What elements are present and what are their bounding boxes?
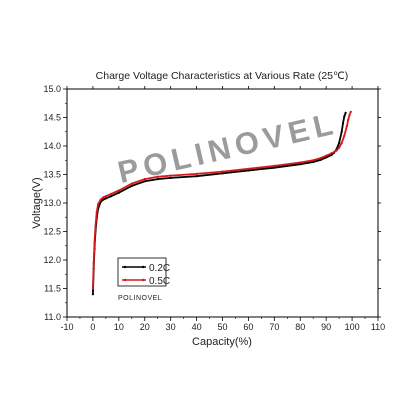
series-point bbox=[347, 118, 350, 121]
y-tick-label: 12.5 bbox=[43, 227, 61, 237]
series-point bbox=[312, 160, 315, 164]
series-point bbox=[91, 293, 94, 296]
series-point bbox=[143, 178, 146, 181]
series-point bbox=[273, 166, 276, 169]
series-point bbox=[348, 114, 351, 117]
legend: 0.2C 0.5C bbox=[117, 257, 170, 287]
y-tick-label: 13.0 bbox=[43, 198, 61, 208]
series-point bbox=[169, 174, 172, 177]
y-tick-label: 11.5 bbox=[44, 284, 61, 294]
series-point bbox=[195, 172, 198, 175]
series-point bbox=[130, 182, 133, 185]
series-point bbox=[97, 203, 100, 206]
series-point bbox=[338, 142, 341, 145]
x-tick-label: 90 bbox=[321, 322, 331, 332]
y-tick-label: 15.0 bbox=[43, 84, 61, 94]
x-tick-label: 60 bbox=[243, 322, 253, 332]
series-point bbox=[343, 134, 346, 137]
series-point bbox=[340, 130, 343, 133]
y-axis-label: Voltage(V) bbox=[31, 177, 43, 228]
series-point bbox=[319, 156, 323, 160]
series-point bbox=[340, 142, 343, 145]
legend-label: 0.2C bbox=[149, 263, 170, 274]
series-point bbox=[221, 172, 224, 175]
series-point bbox=[104, 197, 107, 200]
series-point bbox=[92, 261, 95, 264]
series-point bbox=[319, 158, 323, 161]
series-point bbox=[102, 196, 105, 199]
y-tick-label: 14.0 bbox=[43, 141, 61, 151]
series-point bbox=[330, 152, 333, 155]
legend-marker bbox=[141, 265, 145, 269]
series-point bbox=[195, 175, 198, 178]
legend-box bbox=[117, 257, 167, 287]
series-point bbox=[343, 115, 346, 118]
series-point bbox=[94, 224, 97, 227]
series-point bbox=[299, 161, 302, 164]
series-point bbox=[247, 167, 250, 170]
series-point bbox=[338, 146, 341, 149]
y-tick-label: 11.0 bbox=[44, 312, 61, 322]
series-point bbox=[325, 154, 328, 157]
series-point bbox=[349, 110, 352, 113]
watermark-text: POLINOVEL bbox=[115, 106, 341, 191]
y-axis: 11.0 11.5 12.0 12.5 13.0 13.5 14.0 14.5 15.0 bbox=[43, 84, 381, 322]
series-point bbox=[335, 149, 338, 152]
series-point bbox=[91, 287, 94, 290]
x-tick-label: 40 bbox=[192, 322, 202, 332]
series-point bbox=[312, 159, 315, 162]
y-tick-label: 12.0 bbox=[43, 255, 61, 265]
series-point bbox=[143, 180, 146, 183]
series-point bbox=[221, 170, 224, 173]
series-layer bbox=[91, 110, 352, 296]
x-tick-label: 110 bbox=[371, 322, 385, 332]
series-point bbox=[117, 191, 120, 194]
x-tick-label: -10 bbox=[60, 322, 73, 332]
legend-label: 0.5C bbox=[149, 276, 170, 287]
series-point bbox=[110, 195, 113, 198]
x-tick-label: 80 bbox=[295, 322, 305, 332]
y-tick-label: 14.5 bbox=[43, 113, 61, 123]
chart-title: Charge Voltage Characteristics at Variou… bbox=[96, 70, 349, 82]
series-point bbox=[156, 175, 159, 178]
series-point bbox=[247, 169, 250, 172]
x-tick-label: 50 bbox=[217, 322, 227, 332]
series-point bbox=[130, 184, 133, 187]
series-point bbox=[345, 125, 348, 128]
y-tick-label: 13.5 bbox=[43, 170, 61, 180]
series-point bbox=[299, 163, 302, 166]
legend-marker bbox=[123, 265, 127, 269]
series-point bbox=[117, 189, 120, 192]
legend-marker bbox=[141, 278, 145, 282]
legend-marker bbox=[123, 278, 127, 282]
series-point bbox=[104, 195, 107, 198]
series-point bbox=[273, 164, 276, 167]
x-tick-label: 30 bbox=[166, 322, 176, 332]
series-point bbox=[169, 176, 172, 179]
series-point bbox=[110, 192, 113, 195]
series-point bbox=[344, 111, 347, 114]
x-tick-label: 0 bbox=[90, 322, 95, 332]
series-point bbox=[341, 122, 345, 125]
series-point bbox=[156, 178, 159, 181]
x-axis-label: Capacity(%) bbox=[192, 336, 252, 348]
series-point bbox=[99, 198, 102, 201]
brand-logo-text: POLINOVEL bbox=[118, 295, 162, 302]
series-point bbox=[95, 210, 98, 213]
series-point bbox=[93, 241, 96, 244]
series-point bbox=[102, 198, 105, 201]
x-axis: -10 0 10 20 30 40 50 60 70 80 90 100 110 bbox=[60, 86, 385, 332]
x-tick-label: 10 bbox=[114, 322, 124, 332]
x-tick-label: 70 bbox=[269, 322, 279, 332]
x-tick-label: 100 bbox=[345, 322, 360, 332]
x-tick-label: 20 bbox=[140, 322, 150, 332]
